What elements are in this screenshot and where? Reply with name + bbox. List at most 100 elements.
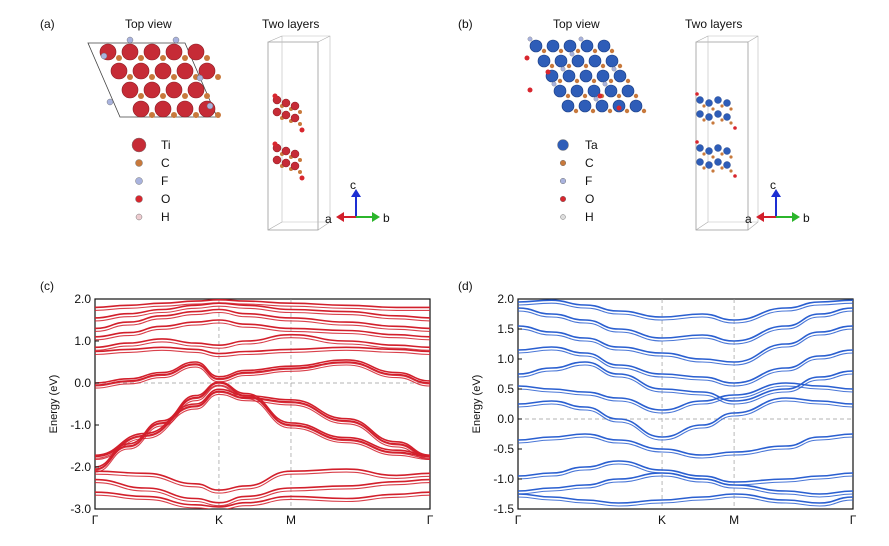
- cell-edge: [267, 221, 283, 231]
- band-line: [518, 496, 853, 507]
- band-line: [95, 362, 430, 387]
- c-atom: [549, 63, 555, 69]
- panel-d-label: (d): [458, 279, 473, 293]
- c-atom: [127, 74, 133, 80]
- y-tick-label: -1.0: [493, 472, 514, 486]
- a-axis-arrowhead: [756, 212, 764, 222]
- y-tick-label: 2.0: [497, 292, 514, 306]
- band-line: [518, 361, 853, 402]
- ti-atom: [176, 100, 194, 118]
- ta-atom: [696, 110, 704, 118]
- cell-box-front: [267, 41, 319, 231]
- panel-a-top-view-structure: [87, 36, 221, 118]
- cell-edge: [695, 35, 709, 43]
- f-atom: [551, 81, 557, 87]
- x-tick-label: M: [286, 513, 296, 527]
- band-line: [95, 468, 430, 491]
- c-atom: [557, 78, 563, 84]
- cell-edge: [695, 221, 709, 231]
- legend-marker-c: [135, 159, 143, 167]
- legend-marker-ta: [557, 139, 569, 151]
- x-tick-label: K: [215, 513, 223, 527]
- ta-atom: [696, 96, 704, 104]
- f-atom: [527, 36, 533, 42]
- band-line: [518, 472, 853, 495]
- ta-atom: [723, 99, 731, 107]
- o-atom: [524, 55, 530, 61]
- ti-atom: [281, 110, 291, 120]
- band-line: [95, 388, 430, 457]
- c-atom: [609, 48, 615, 54]
- ti-atom: [290, 149, 300, 159]
- panel-a-label: (a): [40, 17, 55, 31]
- ti-atom: [154, 62, 172, 80]
- band-line: [95, 361, 430, 386]
- band-line: [95, 349, 430, 358]
- panel-b-layer-atoms: [695, 92, 737, 178]
- panel-b-two-layers-title: Two layers: [685, 17, 742, 31]
- ti-atom: [154, 100, 172, 118]
- c-atom: [711, 155, 715, 159]
- c-atom: [729, 107, 733, 111]
- legend-label-c: C: [161, 156, 170, 170]
- y-axis-label: Energy (eV): [48, 375, 60, 434]
- ta-atom: [714, 110, 722, 118]
- c-atom: [720, 104, 724, 108]
- panel-a-atoms: [99, 36, 221, 118]
- legend-marker-h: [135, 213, 143, 221]
- c-atom: [160, 93, 166, 99]
- band-line: [518, 463, 853, 486]
- ti-atom: [110, 62, 128, 80]
- c-atom: [591, 78, 597, 84]
- c-atom: [729, 121, 733, 125]
- band-line: [518, 400, 853, 441]
- band-line: [95, 382, 430, 470]
- panel-a-layer-atoms: [272, 93, 305, 181]
- legend-label-h: H: [585, 210, 594, 224]
- legend-label-c: C: [585, 156, 594, 170]
- x-tick-label: Γ: [515, 513, 522, 527]
- ta-atom: [723, 147, 731, 155]
- b-axis-arrowhead: [372, 212, 380, 222]
- y-tick-label: -3.0: [70, 502, 91, 516]
- c-atom: [573, 108, 579, 114]
- c-atom: [592, 48, 598, 54]
- band-line: [95, 391, 430, 459]
- ta-atom: [579, 69, 593, 83]
- c-atom: [702, 118, 706, 122]
- a-axis-arrowhead: [336, 212, 344, 222]
- ta-atom: [605, 54, 619, 68]
- band-line: [95, 482, 430, 507]
- ta-atom: [580, 39, 594, 53]
- o-atom: [616, 105, 622, 111]
- c-atom: [702, 152, 706, 156]
- ta-atom: [705, 113, 713, 121]
- a-axis-label: a: [325, 212, 332, 226]
- c-atom: [204, 55, 210, 61]
- band-line: [95, 333, 430, 349]
- f-atom: [100, 52, 108, 60]
- c-atom: [720, 166, 724, 170]
- c-atom: [215, 112, 221, 118]
- panel-b-top-view-title: Top view: [553, 17, 600, 31]
- f-atom: [593, 96, 599, 102]
- f-atom: [602, 81, 608, 87]
- o-atom: [545, 69, 551, 75]
- band-line: [518, 349, 853, 387]
- c-atom: [566, 63, 572, 69]
- band-line: [95, 319, 430, 338]
- ta-atom: [554, 54, 568, 68]
- o-atom: [272, 141, 278, 147]
- c-atom: [171, 112, 177, 118]
- o-atom: [733, 174, 737, 178]
- band-line: [95, 494, 430, 509]
- c-atom: [160, 55, 166, 61]
- legend-marker-h: [560, 214, 566, 220]
- panel-a-axes-triad: c b a: [325, 178, 390, 226]
- f-atom: [126, 36, 134, 44]
- ta-atom: [562, 69, 576, 83]
